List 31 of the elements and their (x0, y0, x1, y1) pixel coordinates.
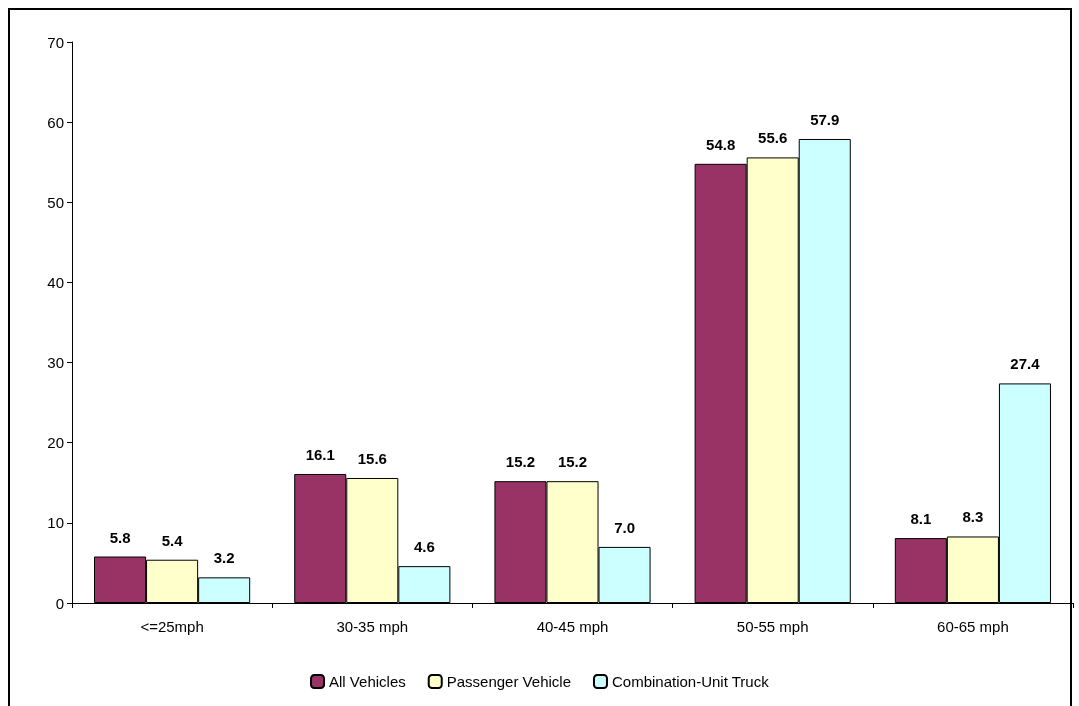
y-tick-label: 60 (47, 113, 64, 131)
data-label: 54.8 (706, 135, 736, 153)
data-label: 15.6 (357, 449, 387, 467)
y-tick-label: 0 (55, 594, 64, 612)
legend-label: All Vehicles (329, 673, 406, 690)
data-label: 5.8 (109, 528, 131, 546)
y-tick-label: 40 (47, 273, 64, 291)
data-label: 8.1 (910, 510, 932, 528)
x-tick-label: <=25mph (140, 618, 204, 635)
data-label: 8.3 (962, 508, 984, 526)
y-tick-label: 50 (47, 193, 64, 211)
x-tick-label: 40-45 mph (536, 618, 609, 635)
data-label: 5.4 (161, 531, 184, 549)
y-tick-label: 30 (47, 354, 64, 372)
data-label: 7.0 (614, 518, 635, 536)
data-label: 55.6 (758, 129, 788, 147)
y-tick-label: 20 (47, 434, 64, 452)
x-tick-label: 50-55 mph (736, 618, 809, 635)
data-label: 15.2 (557, 453, 588, 471)
data-label: 4.6 (413, 538, 435, 556)
data-label: 27.4 (1010, 355, 1041, 373)
legend-label: Passenger Vehicle (446, 673, 571, 690)
data-label: 15.2 (505, 453, 536, 471)
x-tick-label: 30-35 mph (336, 618, 409, 635)
y-tick-label: 10 (47, 514, 64, 532)
x-tick-label: 60-65 mph (937, 618, 1009, 635)
legend-label: Combination-Unit Truck (611, 673, 770, 690)
y-tick-label: 70 (47, 33, 64, 51)
data-label: 16.1 (305, 445, 335, 463)
data-label: 57.9 (810, 110, 840, 128)
data-label: 3.2 (213, 549, 235, 567)
